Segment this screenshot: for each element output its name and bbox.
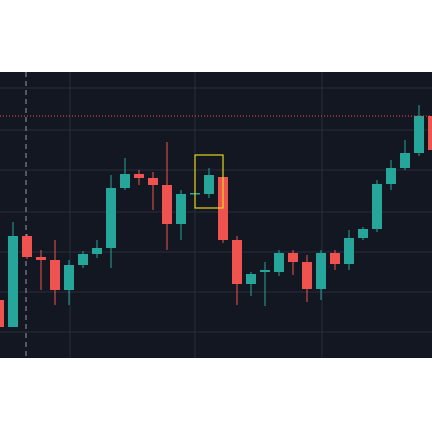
candle-body: [36, 257, 46, 260]
candle-body: [22, 236, 32, 257]
candle-body: [330, 253, 340, 264]
candle-body: [64, 265, 74, 290]
chart-background: [0, 72, 432, 358]
candle-body: [106, 188, 116, 248]
candle-body: [0, 300, 4, 327]
candle-body: [134, 174, 144, 178]
candle-body: [316, 253, 326, 289]
candle-body: [386, 168, 396, 184]
candle-body: [358, 229, 368, 238]
candle-body: [288, 253, 298, 262]
candle-body: [302, 262, 312, 289]
candle-body: [78, 254, 88, 265]
candle-body: [176, 194, 186, 224]
candle-body: [246, 274, 256, 284]
candle-body: [260, 270, 270, 272]
candle-body: [92, 248, 102, 254]
candle-body: [8, 236, 18, 327]
candle-body: [372, 184, 382, 229]
candle-body: [428, 116, 432, 150]
candle-body: [400, 153, 410, 168]
candle-body: [50, 260, 60, 290]
candle-body: [148, 178, 158, 185]
candle-body: [344, 238, 354, 264]
candle-body: [274, 253, 284, 272]
highlight-box: [194, 154, 224, 209]
candle-body: [120, 174, 130, 188]
candle-body: [162, 185, 172, 224]
candle-body: [204, 175, 214, 194]
candle-body: [414, 116, 424, 153]
candle-body: [232, 240, 242, 284]
grid: [0, 72, 432, 358]
